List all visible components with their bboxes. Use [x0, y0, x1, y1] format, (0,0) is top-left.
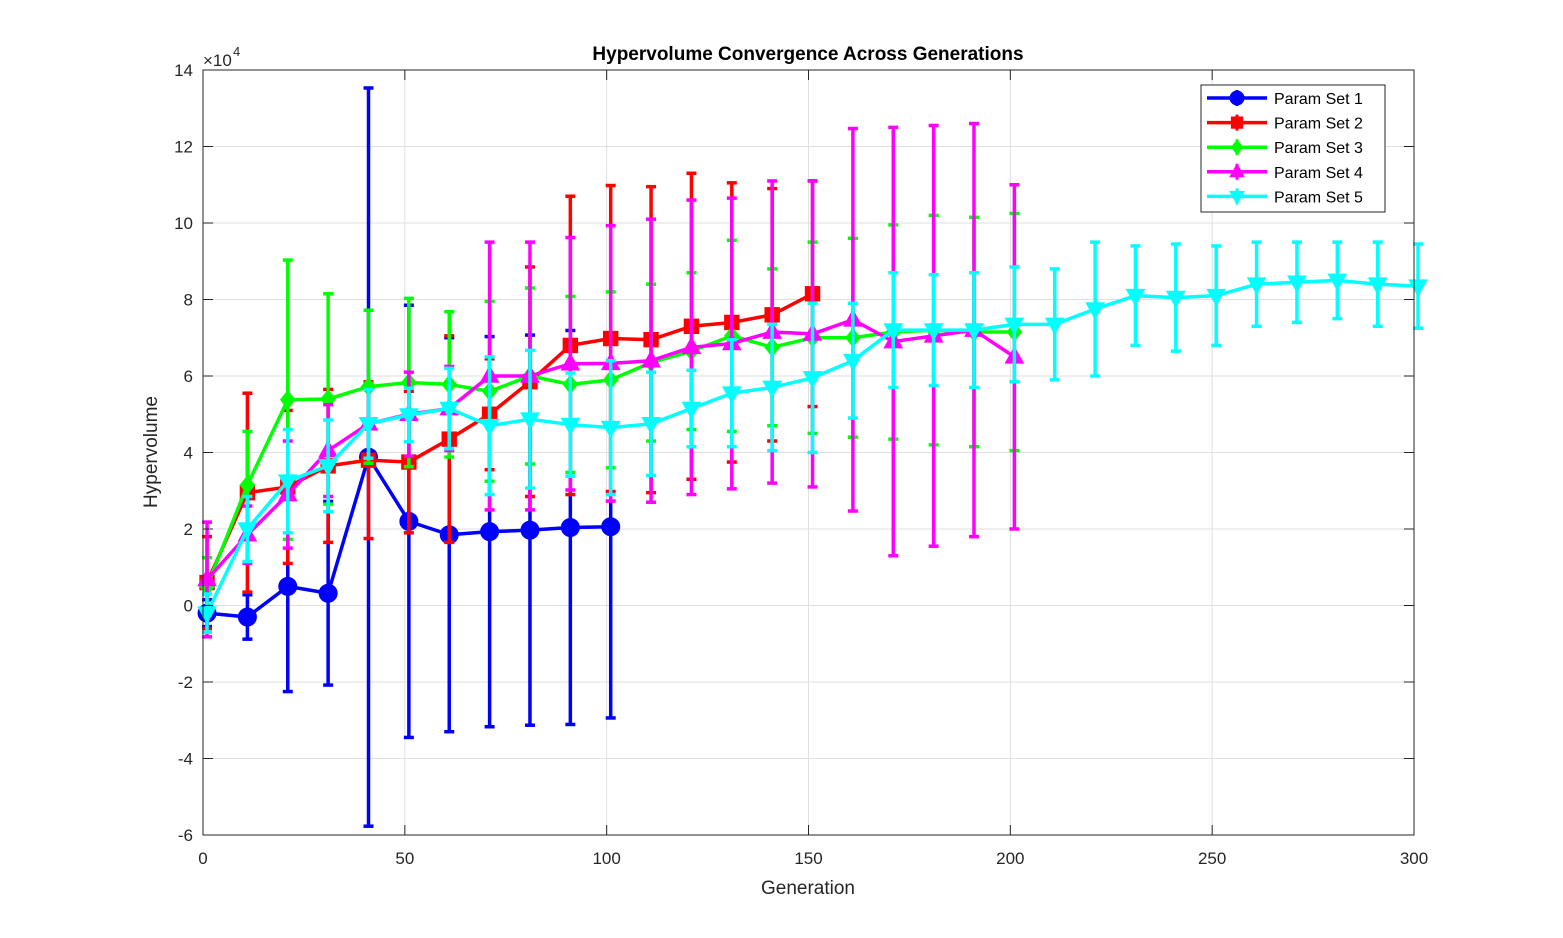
data-point: [762, 380, 783, 399]
legend-item: Param Set 1: [1207, 90, 1363, 108]
legend-item: Param Set 5: [1207, 188, 1363, 206]
x-tick-label: 300: [1400, 849, 1428, 868]
data-point: [520, 412, 540, 431]
data-point: [520, 520, 540, 540]
data-point: [439, 401, 460, 420]
data-point: [318, 459, 338, 477]
legend-label: Param Set 5: [1274, 189, 1363, 206]
data-point: [601, 517, 621, 537]
data-point: [1327, 273, 1348, 292]
data-point: [721, 386, 742, 405]
data-point: [681, 336, 702, 355]
data-point: [1125, 288, 1146, 307]
y-tick-label: 4: [184, 444, 193, 463]
data-point: [1004, 317, 1025, 336]
data-point: [964, 323, 984, 342]
x-tick-label: 100: [592, 849, 620, 868]
x-tick-label: 150: [794, 849, 822, 868]
data-point: [1044, 317, 1065, 336]
x-tick-label: 50: [395, 849, 414, 868]
data-point: [1206, 288, 1227, 307]
y-tick-label: 6: [184, 367, 193, 386]
data-point: [641, 349, 661, 368]
legend-marker: [1230, 116, 1244, 129]
legend-item: Param Set 3: [1207, 139, 1363, 157]
y-exponent: ×10 4: [203, 44, 240, 70]
data-point: [480, 522, 500, 542]
chart-title: Hypervolume Convergence Across Generatio…: [592, 44, 1023, 65]
data-point: [358, 417, 379, 435]
y-tick-label: -2: [178, 673, 193, 692]
legend: Param Set 1 Param Set 2 Param Set 3 Param S…: [1200, 84, 1386, 213]
data-point: [641, 417, 661, 435]
y-tick-label: -4: [178, 750, 193, 769]
data-point: [1165, 290, 1186, 309]
legend-marker: [1229, 163, 1245, 178]
data-point: [600, 420, 621, 439]
data-point: [681, 401, 702, 420]
y-tick-label: 14: [174, 61, 193, 80]
data-point: [279, 389, 296, 410]
tick-labels: 0 50 100 150 200 250 300 -6 -4 -2 0 2 4 6 8 10 12 14: [174, 61, 1428, 868]
tick-marks: [202, 69, 1415, 836]
data-point: [278, 576, 298, 596]
legend-marker: [1229, 90, 1245, 106]
y-exponent-base: ×10: [203, 51, 232, 70]
data-point: [237, 522, 258, 540]
data-point: [1085, 302, 1105, 320]
series-5: [197, 240, 1428, 635]
data-point: [923, 323, 944, 342]
y-tick-label: 2: [184, 520, 193, 539]
data-point: [560, 417, 581, 436]
legend-label: Param Set 2: [1274, 116, 1363, 133]
x-axis-label: Generation: [761, 878, 855, 899]
data-point: [883, 323, 904, 342]
data-point: [239, 475, 256, 495]
y-axis-label: Hypervolume: [141, 396, 162, 508]
x-tick-label: 0: [198, 849, 207, 868]
y-tick-label: -6: [178, 826, 193, 845]
x-tick-label: 250: [1198, 849, 1226, 868]
legend-marker: [1230, 139, 1244, 156]
y-tick-label: 8: [184, 291, 193, 310]
x-tick-label: 200: [996, 849, 1024, 868]
series-line: [205, 292, 814, 584]
data-point: [318, 583, 338, 603]
data-point: [843, 353, 863, 372]
legend-item: Param Set 4: [1207, 163, 1363, 182]
data-point: [1246, 277, 1267, 296]
data-point: [237, 607, 257, 627]
legend-label: Param Set 1: [1274, 91, 1363, 108]
legend-marker: [1229, 191, 1245, 206]
data-point: [277, 474, 298, 493]
data-point: [1367, 277, 1388, 296]
data-point: [560, 352, 581, 371]
y-tick-label: 10: [174, 214, 193, 233]
legend-label: Param Set 3: [1274, 140, 1363, 157]
y-exponent-power: 4: [233, 44, 240, 59]
data-point: [399, 408, 419, 426]
data-point: [1287, 275, 1307, 294]
legend-label: Param Set 4: [1274, 165, 1363, 182]
legend-item: Param Set 2: [1207, 114, 1363, 133]
data-point: [479, 418, 500, 437]
data-point: [802, 371, 823, 389]
data-point: [560, 517, 580, 537]
y-tick-label: 12: [174, 138, 193, 157]
y-tick-label: 0: [184, 597, 193, 616]
